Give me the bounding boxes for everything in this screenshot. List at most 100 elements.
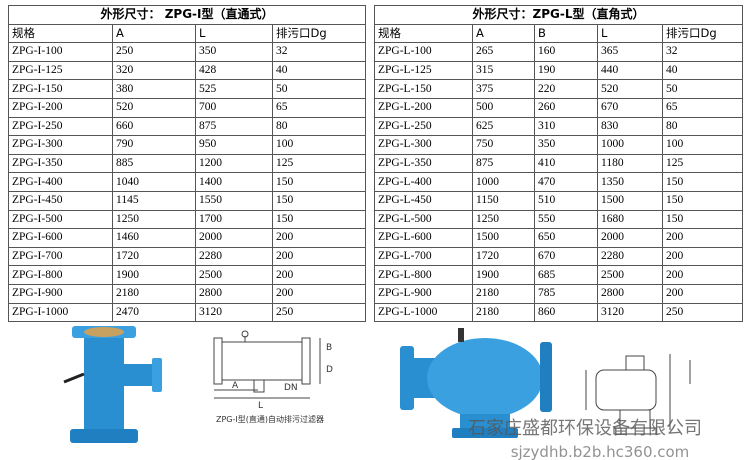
data-row: ZPG-I-500 1250 1700 150: [8, 209, 367, 230]
model-cell: ZPG-I-200: [8, 97, 113, 118]
value-cell: 790: [112, 135, 196, 155]
column-header: 排污口Dg: [662, 23, 743, 44]
valve-photo-l: [400, 328, 552, 438]
diagram-label: D: [326, 365, 333, 375]
value-cell: 1500: [597, 190, 663, 211]
value-cell: 525: [195, 79, 273, 99]
value-cell: 32: [271, 42, 367, 62]
model-cell: ZPG-I-450: [8, 190, 113, 211]
column-header: L: [195, 23, 273, 44]
data-row: ZPG-L-150 375 220 520 50: [374, 79, 743, 99]
value-cell: 1900: [472, 265, 535, 285]
value-cell: 750: [472, 135, 535, 155]
model-cell: ZPG-I-150: [8, 79, 113, 99]
column-header: A: [112, 23, 196, 44]
model-cell: ZPG-L-125: [374, 60, 473, 81]
data-row: ZPG-I-250 660 875 80: [8, 116, 367, 137]
table-title: 外形尺寸： ZPG-I型（直通式）: [7, 5, 367, 25]
value-cell: 150: [271, 209, 367, 230]
value-cell: 2470: [112, 302, 196, 323]
value-cell: 200: [271, 265, 367, 285]
value-cell: 100: [662, 135, 743, 155]
value-cell: 150: [662, 209, 743, 230]
value-cell: 550: [534, 209, 598, 230]
diagram-label: B: [326, 343, 332, 353]
value-cell: 1145: [112, 190, 196, 211]
value-cell: 1550: [195, 190, 273, 211]
value-cell: 260: [534, 97, 598, 118]
value-cell: 365: [597, 42, 663, 62]
value-cell: 2500: [195, 265, 273, 285]
value-cell: 700: [195, 97, 273, 118]
data-row: ZPG-L-100 265 160 365 32: [374, 42, 743, 62]
value-cell: 265: [472, 42, 535, 62]
value-cell: 250: [271, 302, 367, 323]
product-images: B D A L DN ZPG-I型(直通)自动排污过滤器 石家庄盛都环保设备有限…: [63, 326, 702, 460]
model-cell: ZPG-L-800: [374, 265, 473, 285]
value-cell: 950: [195, 135, 273, 155]
data-row: ZPG-I-1000 2470 3120 250: [8, 302, 367, 323]
value-cell: 125: [662, 153, 743, 174]
value-cell: 1200: [195, 153, 273, 174]
data-row: ZPG-I-400 1040 1400 150: [8, 172, 367, 192]
value-cell: 250: [112, 42, 196, 62]
diagram-caption: ZPG-I型(直通)自动排污过滤器: [216, 414, 324, 424]
value-cell: 875: [195, 116, 273, 137]
table-zpg-l: 外形尺寸：ZPG-L型（直角式） 规格 A B L 排污口Dg ZPG-L-100 265 16…: [374, 5, 743, 323]
data-row: ZPG-L-800 1900 685 2500 200: [374, 265, 743, 285]
value-cell: 410: [534, 153, 598, 174]
data-row: ZPG-L-900 2180 785 2800 200: [374, 283, 743, 304]
value-cell: 1460: [112, 228, 196, 248]
column-header: 规格: [374, 23, 473, 44]
value-cell: 350: [534, 135, 598, 155]
data-row: ZPG-I-700 1720 2280 200: [8, 246, 367, 267]
data-row: ZPG-L-1000 2180 860 3120 250: [374, 302, 743, 323]
data-row: ZPG-I-800 1900 2500 200: [8, 265, 367, 285]
value-cell: 190: [534, 60, 598, 81]
value-cell: 1040: [112, 172, 196, 192]
value-cell: 350: [195, 42, 273, 62]
value-cell: 1250: [472, 209, 535, 230]
value-cell: 50: [271, 79, 367, 99]
column-header: L: [597, 23, 663, 44]
value-cell: 315: [472, 60, 535, 81]
diagram-l: [585, 354, 691, 435]
data-row: ZPG-I-200 520 700 65: [8, 97, 367, 118]
value-cell: 40: [662, 60, 743, 81]
value-cell: 320: [112, 60, 196, 81]
data-row: ZPG-I-150 380 525 50: [8, 79, 367, 99]
data-row: ZPG-L-350 875 410 1180 125: [374, 153, 743, 174]
value-cell: 125: [271, 153, 367, 174]
model-cell: ZPG-L-400: [374, 172, 473, 192]
data-row: ZPG-I-900 2180 2800 200: [8, 283, 367, 304]
value-cell: 310: [534, 116, 598, 137]
value-cell: 150: [662, 190, 743, 211]
data-row: ZPG-L-200 500 260 670 65: [374, 97, 743, 118]
data-row: ZPG-L-250 625 310 830 80: [374, 116, 743, 137]
value-cell: 1350: [597, 172, 663, 192]
data-row: ZPG-L-600 1500 650 2000 200: [374, 228, 743, 248]
value-cell: 380: [112, 79, 196, 99]
value-cell: 65: [271, 97, 367, 118]
data-row: ZPG-L-400 1000 470 1350 150: [374, 172, 743, 192]
value-cell: 50: [662, 79, 743, 99]
value-cell: 2280: [195, 246, 273, 267]
value-cell: 2180: [112, 283, 196, 304]
model-cell: ZPG-L-1000: [374, 302, 473, 323]
title-row: 外形尺寸：ZPG-L型（直角式）: [374, 5, 743, 25]
data-row: ZPG-I-350 885 1200 125: [8, 153, 367, 174]
value-cell: 2180: [472, 283, 535, 304]
model-cell: ZPG-L-200: [374, 97, 473, 118]
title-row: 外形尺寸： ZPG-I型（直通式）: [7, 5, 367, 25]
value-cell: 2500: [597, 265, 663, 285]
value-cell: 3120: [597, 302, 663, 323]
model-cell: ZPG-I-700: [8, 246, 113, 267]
value-cell: 200: [271, 246, 367, 267]
value-cell: 150: [662, 172, 743, 192]
value-cell: 1900: [112, 265, 196, 285]
model-cell: ZPG-I-250: [8, 116, 113, 137]
value-cell: 200: [662, 228, 743, 248]
value-cell: 885: [112, 153, 196, 174]
value-cell: 1400: [195, 172, 273, 192]
